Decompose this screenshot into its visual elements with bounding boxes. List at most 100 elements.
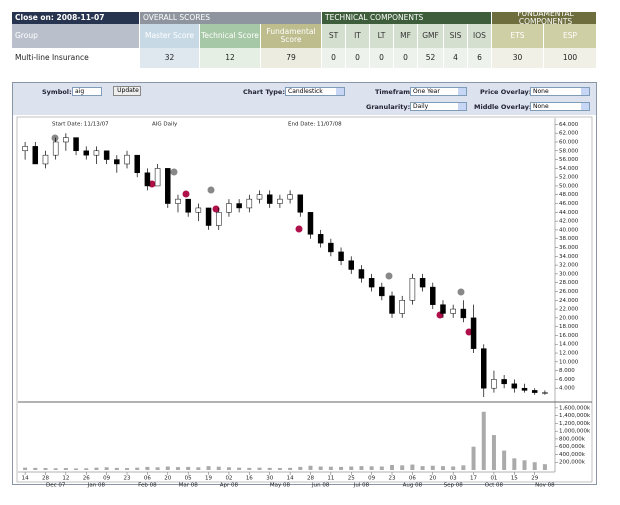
month-label: Mar 08 — [179, 483, 199, 489]
column-header: Group — [12, 24, 140, 48]
x-tick-label: 02 — [225, 476, 232, 482]
volume-bar — [379, 466, 384, 470]
candle-body — [185, 198, 191, 213]
volume-bar — [175, 467, 180, 470]
volume-bar — [339, 466, 344, 470]
y-tick-label: 50.000 — [559, 183, 579, 189]
x-tick-label: 09 — [368, 476, 375, 482]
volume-bar — [369, 466, 374, 470]
x-tick-label: 23 — [124, 476, 131, 482]
x-tick-label: 29 — [531, 476, 538, 482]
y-tick-label: 18.000 — [559, 324, 579, 330]
candle-body — [195, 207, 202, 213]
signals — [51, 134, 473, 336]
volume-bar — [522, 460, 527, 470]
volume-bar — [155, 467, 160, 470]
volume-bar — [257, 467, 262, 470]
group-header: OVERALL SCORES — [140, 12, 322, 24]
label: Price Overlay: — [480, 88, 532, 96]
candle-body — [440, 304, 446, 314]
y-tick-label: 36.000 — [559, 245, 579, 251]
volume-bar — [532, 462, 537, 470]
candle-body — [22, 146, 28, 152]
y-tick-label: 44.000 — [559, 210, 579, 216]
timeframe-select[interactable]: One Year — [410, 87, 467, 96]
y-tick-label: 1,200,000k — [559, 421, 591, 427]
volume-bar — [440, 466, 445, 470]
volume-bar — [43, 468, 48, 470]
symbol-input[interactable]: aig — [72, 87, 102, 96]
y-tick-label: 1,000,000k — [559, 429, 591, 435]
y-tick-label: 28.000 — [559, 280, 579, 286]
value-cell: Multi-line Insurance — [12, 48, 140, 68]
candle-body — [379, 286, 385, 297]
signal — [182, 190, 190, 198]
column-header: LT — [370, 24, 394, 48]
x-tick-label: 06 — [409, 476, 416, 482]
month-label: Jul 08 — [353, 483, 370, 489]
column-header: ST — [322, 24, 346, 48]
volume-bar — [186, 466, 191, 470]
x-tick-label: 28 — [307, 476, 314, 482]
volume-bar — [318, 466, 323, 470]
y-tick-label: 6.000 — [559, 377, 575, 383]
y-tick-label: 200,000k — [559, 460, 586, 466]
price-overlay-select[interactable]: None — [530, 87, 590, 96]
signal — [385, 272, 393, 280]
signal — [148, 180, 156, 188]
y-tick-label: 30.000 — [559, 271, 579, 277]
candle-body — [399, 300, 405, 314]
candle-body — [165, 168, 171, 204]
volume-bar — [288, 467, 293, 470]
x-tick-label: 03 — [450, 476, 457, 482]
volume-bar — [53, 468, 58, 470]
x-tick-label: 05 — [185, 476, 192, 482]
volume-bar — [359, 466, 364, 470]
volume-bar — [74, 468, 79, 470]
y-tick-label: 400,000k — [559, 452, 586, 458]
x-tick-label: 25 — [348, 476, 355, 482]
candle-body — [481, 348, 487, 389]
volume-bar — [145, 466, 150, 470]
candle-body — [511, 383, 518, 389]
value-cell: 100 — [544, 48, 597, 68]
volume-bar — [471, 446, 476, 470]
y-tick-label: 8.000 — [559, 368, 575, 374]
x-tick-label: 15 — [511, 476, 518, 482]
value-cell: 4 — [444, 48, 468, 68]
chart-type-select[interactable]: Candlestick — [285, 87, 345, 96]
volume-bar — [308, 465, 313, 470]
candle-body — [460, 308, 467, 319]
value-cell: 52 — [418, 48, 444, 68]
volume-bar — [298, 466, 303, 470]
volume-bar — [33, 467, 38, 470]
candle-body — [501, 379, 507, 385]
column-header: ESP — [544, 24, 597, 48]
candle-body — [93, 150, 100, 156]
granularity-select[interactable]: Daily — [410, 102, 467, 111]
candle-body — [144, 172, 151, 187]
volume-bar — [328, 466, 333, 470]
month-label: Jun 08 — [311, 483, 330, 489]
x-tick-label: 09 — [103, 476, 110, 482]
y-tick-label: 62.000 — [559, 131, 579, 137]
column-header: ETS — [492, 24, 544, 48]
y-tick-label: 24.000 — [559, 298, 579, 304]
candle-body — [175, 198, 181, 204]
group-header: FUNDAMENTAL COMPONENTS — [492, 10, 597, 26]
volume-bar — [491, 435, 496, 470]
candle-body — [368, 278, 375, 288]
x-tick-label: 23 — [389, 476, 396, 482]
x-tick-label: 14 — [22, 476, 29, 482]
candle-body — [32, 146, 39, 165]
month-label: Apr 08 — [220, 483, 239, 489]
column-header: Technical Score — [200, 24, 261, 48]
update-button[interactable]: Update — [113, 86, 141, 96]
middle-overlay-select[interactable]: None — [530, 102, 590, 111]
y-tick-label: 14.000 — [559, 342, 579, 348]
candle-body — [205, 207, 212, 226]
volume-bar — [165, 466, 170, 470]
volume-bar — [135, 467, 140, 470]
volume-bar — [349, 466, 354, 470]
